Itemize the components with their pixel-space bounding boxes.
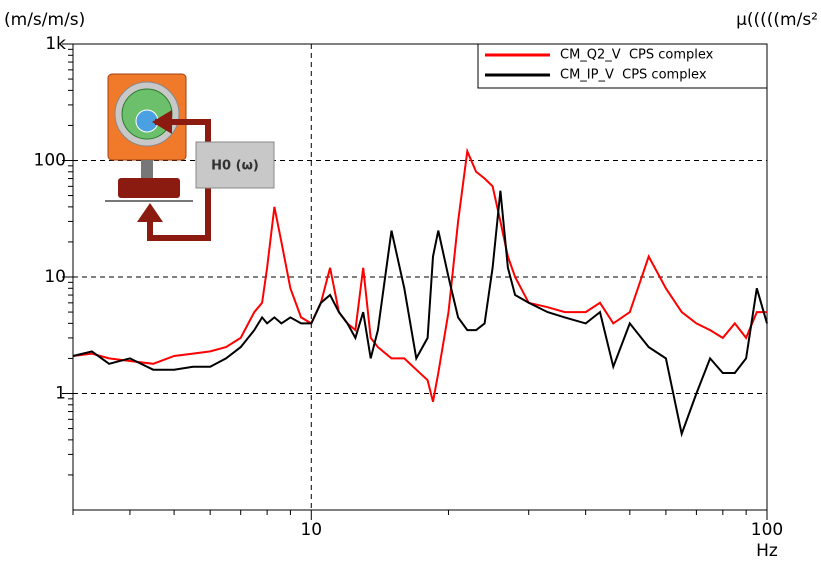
stem: [141, 160, 153, 178]
y2-axis-label: μ(((((m/s²: [736, 10, 818, 30]
legend-label: CM_Q2_V CPS complex: [560, 48, 714, 63]
x-axis-label: Hz: [756, 541, 778, 561]
x-tick-label: 10: [300, 520, 322, 540]
page: (m/s/m/s) μ(((((m/s² Hz H0 (ω) 1101001k1…: [0, 0, 821, 563]
x-tick-label: 100: [751, 520, 783, 540]
base: [118, 178, 180, 198]
y-tick-label: 100: [34, 151, 66, 171]
legend-label: CM_IP_V CPS complex: [560, 68, 707, 83]
y-axis-label: (m/s/m/s): [4, 10, 85, 30]
inset-label: H0 (ω): [211, 159, 259, 174]
chart: (m/s/m/s) μ(((((m/s² Hz H0 (ω) 1101001k1…: [0, 0, 821, 563]
